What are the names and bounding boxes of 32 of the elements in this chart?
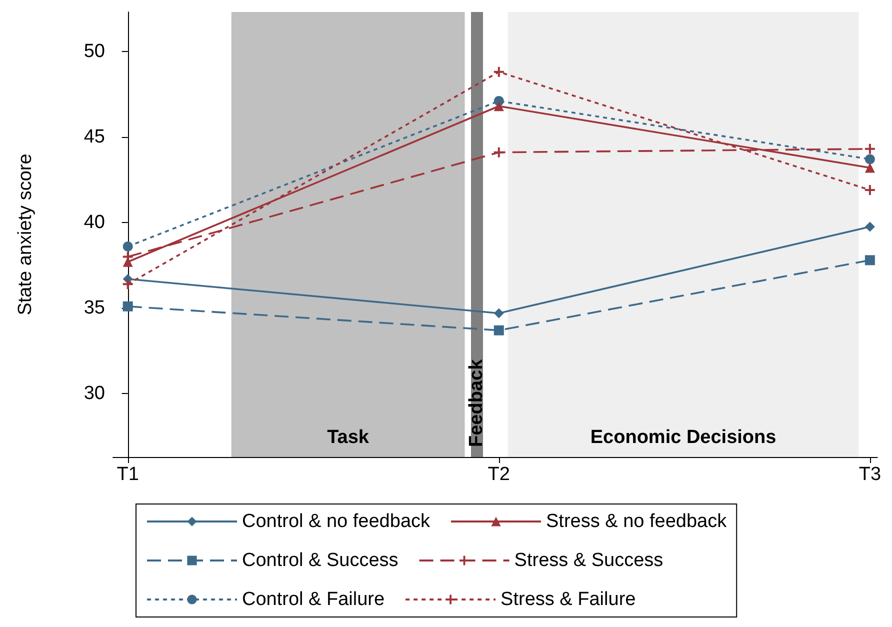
- y-axis-title: State anxiety score: [15, 154, 36, 316]
- point: [494, 147, 504, 158]
- point: [864, 222, 875, 232]
- y-tick-label: 35: [84, 298, 105, 319]
- y-tick-label: 30: [84, 383, 105, 404]
- band-label: Economic Decisions: [590, 427, 776, 448]
- point: [864, 154, 875, 164]
- legend-label: Stress & no feedback: [546, 511, 728, 532]
- point: [122, 301, 133, 312]
- x-tick-label: T2: [488, 464, 510, 485]
- legend-label: Control & Success: [242, 550, 398, 571]
- legend-label: Stress & Success: [514, 550, 664, 571]
- point: [122, 279, 133, 290]
- x-tick-label: T1: [116, 464, 139, 485]
- ref-line-label: Feedback: [466, 358, 488, 447]
- legend-label: Control & Failure: [242, 589, 385, 610]
- x-tick-label: T3: [858, 464, 882, 485]
- legend-label: Control & no feedback: [242, 511, 431, 532]
- point: [494, 325, 504, 336]
- band-label: Task: [327, 427, 370, 448]
- point: [864, 185, 875, 195]
- point: [864, 144, 875, 154]
- point: [494, 308, 504, 318]
- y-tick-label: 45: [84, 126, 105, 148]
- point: [122, 241, 133, 252]
- point: [494, 101, 504, 112]
- y-tick-label: 40: [84, 212, 105, 234]
- y-tick-label: 50: [84, 40, 105, 62]
- legend-label: Stress & Failure: [500, 589, 636, 610]
- point: [494, 66, 504, 77]
- point: [864, 162, 875, 173]
- point: [864, 255, 875, 266]
